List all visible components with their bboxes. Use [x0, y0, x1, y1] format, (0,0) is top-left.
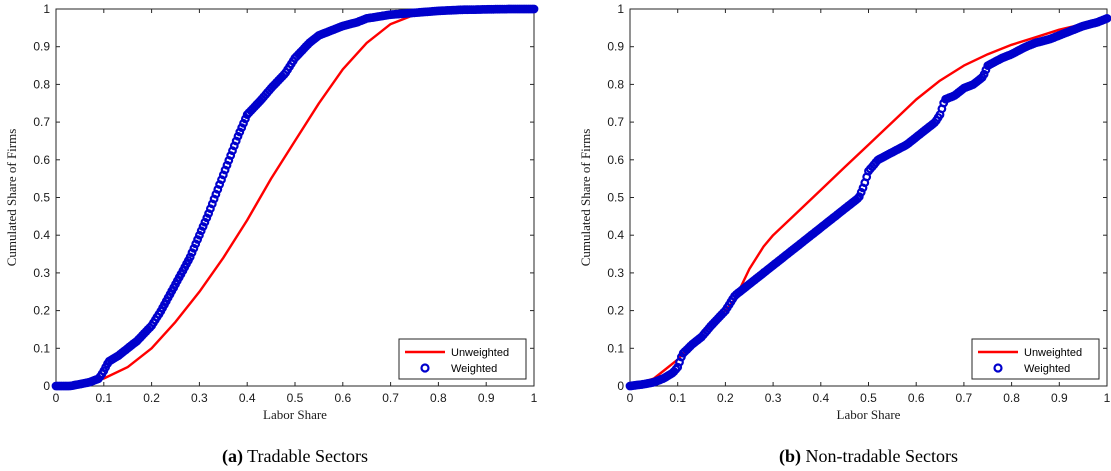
x-tick-label: 0 [53, 391, 60, 405]
y-tick-label: 0.6 [607, 153, 624, 167]
x-tick-label: 0.2 [143, 391, 160, 405]
x-axis-label: Labor Share [837, 407, 901, 422]
legend-label: Weighted [1024, 363, 1070, 375]
data-point [854, 192, 864, 202]
data-point [191, 239, 201, 249]
y-tick-label: 0.9 [607, 40, 624, 54]
series-markers-weighted [51, 4, 539, 391]
y-axis-label: Cumulated Share of Firms [4, 129, 19, 267]
legend-label: Unweighted [451, 347, 509, 359]
y-axis-label: Cumulated Share of Firms [578, 129, 593, 267]
data-point [200, 217, 210, 227]
x-tick-label: 1 [531, 391, 538, 405]
plot-frame [629, 8, 1108, 387]
y-tick-label: 0.5 [33, 191, 50, 205]
y-tick-label: 0 [617, 379, 624, 393]
legend-box [398, 338, 527, 380]
x-tick-label: 0.5 [860, 391, 877, 405]
x-tick-label: 0.9 [1051, 391, 1068, 405]
y-tick-label: 0.2 [607, 304, 624, 318]
y-tick-label: 0.8 [33, 77, 50, 91]
x-tick-label: 0.2 [717, 391, 734, 405]
y-tick-label: 0.7 [607, 115, 624, 129]
chart-panel-tradable: 0 0.1 0.2 0.3 0.4 0.5 0.6 0.7 0.8 0.9 1 0 0.1 0.2 0.3 0… [4, 2, 539, 467]
legend-swatch-marker [993, 363, 1003, 373]
legend: Unweighted Weighted [971, 338, 1100, 380]
data-point [194, 230, 204, 240]
x-tick-label: 0.6 [334, 391, 351, 405]
x-tick-label: 0.1 [669, 391, 686, 405]
data-point [235, 127, 245, 137]
panel-caption: (a) Tradable Sectors [222, 446, 368, 467]
x-tick-label: 0.4 [239, 391, 256, 405]
y-tick-label: 1 [43, 2, 50, 16]
y-tick-label: 1 [617, 2, 624, 16]
chart-panel-non-tradable: 0 0.1 0.2 0.3 0.4 0.5 0.6 0.7 0.8 0.9 1 0 0.1 0.2 0.3 0… [578, 2, 1111, 467]
x-tick-label: 0.3 [191, 391, 208, 405]
data-point [198, 222, 208, 231]
y-tick-label: 0 [43, 379, 50, 393]
y-tick-label: 0.4 [607, 228, 624, 242]
data-point [979, 69, 989, 79]
panel-caption: (b) Non-tradable Sectors [779, 446, 958, 467]
x-axis-label: Labor Share [263, 407, 327, 422]
y-tick-label: 0.2 [33, 304, 50, 318]
x-tick-label: 1 [1104, 391, 1111, 405]
data-point [240, 114, 250, 124]
x-tick-label: 0.7 [382, 391, 399, 405]
x-tick-label: 0.9 [478, 391, 495, 405]
x-tick-label: 0.6 [908, 391, 925, 405]
y-tick-label: 0.7 [33, 115, 50, 129]
data-point [202, 213, 212, 223]
data-point [231, 136, 241, 146]
x-tick-label: 0.4 [812, 391, 829, 405]
y-tick-label: 0.4 [33, 228, 50, 242]
x-tick-label: 0.5 [287, 391, 304, 405]
panel-caption-text: Non-tradable Sectors [801, 446, 958, 466]
x-tick-label: 0.3 [765, 391, 782, 405]
data-point [239, 118, 248, 128]
legend: Unweighted Weighted [398, 338, 527, 380]
legend-swatch-marker [420, 363, 430, 373]
y-tick-label: 0.5 [607, 191, 624, 205]
y-tick-label: 0.9 [33, 40, 50, 54]
data-point [185, 252, 195, 262]
data-point [233, 131, 243, 141]
y-tick-label: 0.1 [607, 341, 624, 355]
panel-caption-tag: (a) [222, 446, 243, 467]
legend-label: Unweighted [1024, 347, 1082, 359]
x-tick-label: 0.1 [95, 391, 112, 405]
data-point [529, 4, 539, 14]
data-point [196, 226, 206, 236]
y-tick-label: 0.3 [607, 266, 624, 280]
data-point [187, 248, 197, 258]
y-tick-label: 0.1 [33, 341, 50, 355]
x-tick-label: 0.7 [956, 391, 973, 405]
panel-caption-tag: (b) [779, 446, 801, 467]
data-point [193, 235, 203, 244]
data-point [1102, 14, 1111, 23]
x-tick-label: 0 [627, 391, 634, 405]
x-tick-label: 0.8 [430, 391, 447, 405]
legend-box [971, 338, 1100, 380]
data-point [189, 243, 199, 253]
y-tick-label: 0.3 [33, 266, 50, 280]
data-point [856, 187, 866, 197]
series-markers-weighted [625, 14, 1111, 391]
x-tick-label: 0.8 [1003, 391, 1020, 405]
y-tick-label: 0.6 [33, 153, 50, 167]
panel-caption-text: Tradable Sectors [243, 446, 368, 466]
legend-label: Weighted [451, 363, 497, 375]
data-point [237, 123, 247, 132]
y-tick-label: 0.8 [607, 77, 624, 91]
